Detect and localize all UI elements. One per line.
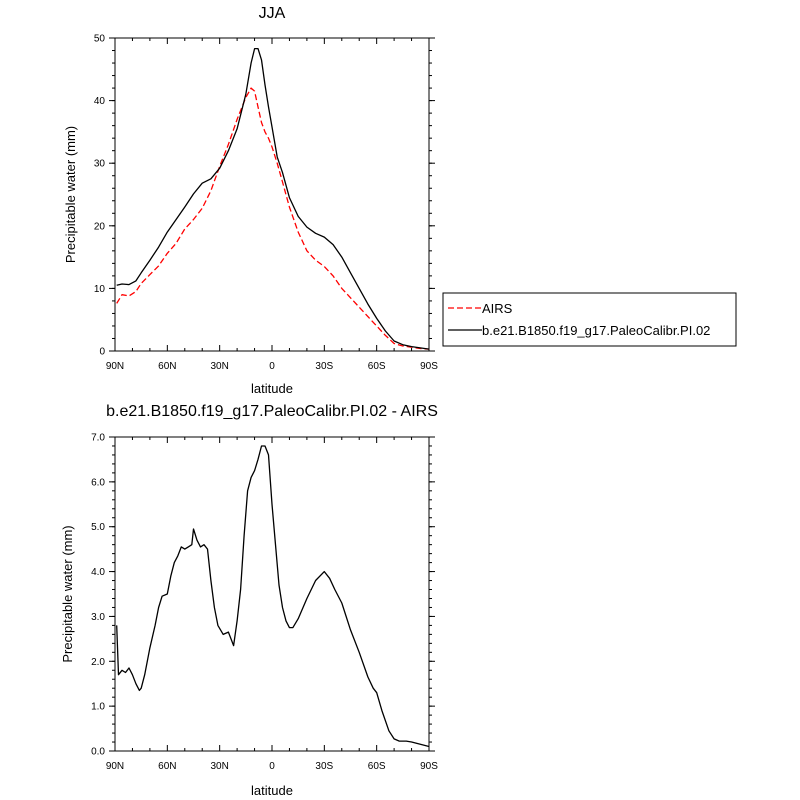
bottom-y-tick-label: 4.0 [91, 567, 105, 578]
top-x-tick-label: 30S [315, 361, 333, 372]
top-x-tick-label: 60N [158, 361, 176, 372]
top-plot-title: JJA [259, 5, 286, 22]
bottom-y-tick-label: 0.0 [91, 747, 105, 758]
bottom-y-tick-label: 7.0 [91, 433, 105, 444]
top-y-axis-label: Precipitable water (mm) [63, 126, 78, 263]
top-x-tick-label: 0 [269, 361, 275, 372]
top-x-tick-label: 60S [368, 361, 386, 372]
bottom-x-tick-label: 90S [420, 761, 438, 772]
legend-box [442, 292, 737, 347]
bottom-y-tick-label: 5.0 [91, 522, 105, 533]
bottom-y-tick-label: 6.0 [91, 477, 105, 488]
top-x-tick-label: 90N [106, 361, 124, 372]
top-y-tick-label: 40 [94, 96, 106, 107]
bottom-plot: b.e21.B1850.f19_g17.PaleoCalibr.PI.02 - … [60, 403, 438, 798]
top-plot-ticks: 90N 60N 30N 0 30S 60S 90S 0 10 20 30 40 50 [94, 34, 438, 373]
top-y-tick-label: 0 [99, 347, 105, 358]
top-series-line-0 [116, 87, 430, 350]
top-y-tick-label: 20 [94, 221, 106, 232]
bottom-x-tick-label: 90N [106, 761, 124, 772]
bottom-plot-ticks: 90N 60N 30N 0 30S 60S 90S 0.0 1.0 2.0 3.0 4.0 5.0 6.0… [91, 433, 438, 773]
legend-label-model: b.e21.B1850.f19_g17.PaleoCalibr.PI.02 [482, 323, 710, 338]
top-plot-frame [114, 37, 430, 352]
bottom-x-tick-label: 60N [158, 761, 176, 772]
bottom-y-tick-label: 3.0 [91, 612, 105, 623]
bottom-y-tick-label: 2.0 [91, 657, 105, 668]
top-x-axis-label: latitude [251, 381, 293, 396]
top-series-line-1 [116, 47, 430, 350]
top-y-tick-label: 10 [94, 284, 106, 295]
top-plot-series [116, 47, 430, 350]
bottom-series-line-0 [116, 445, 430, 748]
bottom-x-tick-label: 0 [269, 761, 275, 772]
bottom-x-tick-label: 30S [315, 761, 333, 772]
bottom-y-axis-label: Precipitable water (mm) [60, 525, 75, 662]
bottom-plot-frame [114, 436, 430, 752]
top-x-tick-label: 30N [210, 361, 228, 372]
legend: AIRS b.e21.B1850.f19_g17.PaleoCalibr.PI.… [442, 292, 737, 347]
top-x-tick-label: 90S [420, 361, 438, 372]
bottom-plot-series [116, 445, 430, 748]
top-y-tick-label: 50 [94, 34, 106, 45]
top-plot: JJA 90N 60N 30N 0 30S 60S 90S 0 10 20 30 40 50 latit… [63, 5, 438, 396]
top-y-tick-label: 30 [94, 159, 106, 170]
bottom-x-tick-label: 60S [368, 761, 386, 772]
bottom-x-axis-label: latitude [251, 783, 293, 798]
bottom-y-tick-label: 1.0 [91, 702, 105, 713]
bottom-plot-title: b.e21.B1850.f19_g17.PaleoCalibr.PI.02 - … [106, 403, 438, 420]
legend-label-airs: AIRS [482, 301, 513, 316]
bottom-x-tick-label: 30N [210, 761, 228, 772]
